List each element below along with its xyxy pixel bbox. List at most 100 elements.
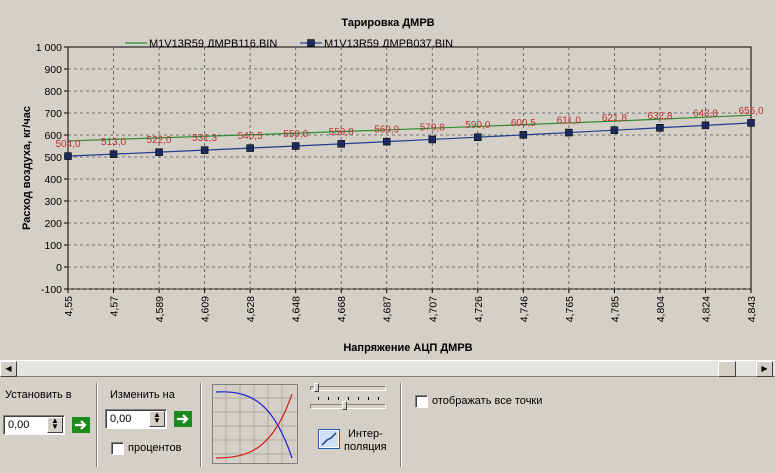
set-to-label: Установить в (5, 389, 72, 401)
set-to-input[interactable] (6, 417, 46, 433)
set-to-spinner[interactable]: ▲▼ (3, 415, 65, 435)
horizontal-scrollbar[interactable]: ◀ ▶ (0, 360, 775, 377)
x-tick-label: 4,726 (473, 296, 485, 322)
chart-title: Тарировка ДМРВ (341, 17, 434, 29)
series-line (67, 122, 752, 157)
interpolation-curve-preview (212, 384, 298, 464)
y-tick-label: 900 (44, 64, 62, 76)
x-tick-label: 4,628 (245, 296, 257, 322)
data-label: 655,0 (738, 106, 763, 117)
data-point (565, 128, 573, 137)
data-label: 540,5 (238, 131, 263, 142)
data-point (291, 142, 300, 150)
data-point (428, 135, 437, 144)
data-point (109, 150, 118, 158)
data-label: 504,0 (55, 139, 80, 150)
x-tick-label: 4,57 (109, 296, 121, 317)
x-tick-label: 4,687 (382, 296, 394, 322)
scroll-left-button[interactable]: ◀ (0, 361, 17, 377)
y-tick-label: 600 (44, 130, 62, 142)
chart-grid (67, 46, 752, 290)
chart-panel: Тарировка ДМРВ M1V13R59 ДМРВ116.BIN M1V13… (21, 17, 764, 354)
x-axis-label: Напряжение АЦП ДМРВ (343, 342, 472, 354)
data-point (701, 121, 710, 130)
data-point (474, 133, 482, 141)
x-tick-label: 4,648 (291, 296, 303, 322)
calibration-chart: Тарировка ДМРВ M1V13R59 ДМРВ116.BIN M1V13… (21, 17, 764, 354)
x-tick-label: 4,609 (200, 296, 212, 322)
data-label: 611,0 (557, 116, 582, 127)
smoothing-slider-1[interactable] (310, 386, 386, 391)
y-tick-label: 300 (44, 196, 62, 208)
data-label: 559,8 (329, 127, 354, 138)
slider-2-thumb[interactable] (342, 401, 347, 410)
x-tick-label: 4,746 (518, 296, 530, 322)
separator (400, 383, 402, 467)
interpolation-label-1: Интер- (348, 428, 383, 440)
data-point (656, 124, 664, 132)
data-point (382, 137, 391, 146)
percent-checkbox[interactable] (111, 442, 124, 455)
interpolation-label-2: поляция (344, 441, 387, 453)
data-label: 531,3 (192, 133, 217, 144)
data-label: 590,0 (465, 120, 490, 131)
data-point (337, 140, 345, 148)
x-tick-label: 4,765 (564, 296, 576, 322)
data-label: 621,8 (602, 113, 627, 124)
data-label: 600,5 (511, 118, 536, 129)
show-all-points-label: отображать все точки (432, 395, 543, 407)
separator (96, 383, 98, 467)
data-label: 579,8 (420, 122, 445, 133)
x-axis-ticks: 4,55 4,57 4,589 4,609 4,628 4,648 4,668 4,687 4,… (63, 289, 758, 322)
series-line (67, 114, 752, 142)
x-tick-label: 4,707 (427, 296, 439, 322)
separator (200, 383, 202, 467)
data-label: 569,9 (374, 125, 399, 136)
data-label: 632,8 (647, 111, 672, 122)
apply-change-arrow-icon[interactable] (174, 411, 192, 427)
data-label: 550,0 (283, 129, 308, 140)
data-point (155, 148, 163, 156)
y-tick-label: 800 (44, 86, 62, 98)
y-tick-label: 500 (44, 152, 62, 164)
y-tick-label: 100 (44, 240, 62, 252)
scroll-right-button[interactable]: ▶ (756, 361, 773, 377)
legend-marker (307, 39, 315, 47)
apply-set-arrow-icon[interactable] (72, 417, 90, 433)
x-tick-label: 4,804 (655, 296, 667, 322)
y-tick-label: 1 000 (36, 42, 62, 54)
y-axis-label: Расход воздуха, кг/час (21, 106, 33, 230)
interpolation-icon[interactable] (318, 429, 340, 449)
plot-area (67, 46, 752, 290)
data-point (747, 119, 755, 127)
controls-panel: Установить в ▲▼ Изменить на ▲▼ процентов (0, 377, 775, 473)
data-point (64, 152, 72, 160)
data-point (200, 146, 209, 154)
x-tick-label: 4,589 (154, 296, 166, 322)
set-to-spin-buttons[interactable]: ▲ ▼ (47, 417, 63, 433)
data-point (610, 126, 619, 134)
scroll-thumb[interactable] (718, 361, 736, 377)
data-label: 513,0 (101, 137, 126, 148)
data-point (246, 144, 254, 152)
smoothing-slider-2[interactable] (310, 404, 386, 409)
change-by-spin-buttons[interactable]: ▲ ▼ (149, 411, 165, 427)
chart-series: 504,0 513,0 522,0 531,3 540,5 550,0 559,8 569,9… (55, 106, 764, 160)
x-tick-label: 4,55 (63, 296, 75, 317)
data-label: 522,0 (147, 135, 172, 146)
show-all-points-checkbox[interactable] (415, 395, 428, 408)
change-by-input[interactable] (108, 411, 148, 427)
data-label: 643,8 (693, 108, 718, 119)
change-by-spinner[interactable]: ▲▼ (105, 409, 167, 429)
data-point (519, 131, 528, 139)
x-tick-label: 4,824 (700, 296, 712, 322)
x-tick-label: 4,668 (336, 296, 348, 322)
slider-1-thumb[interactable] (314, 383, 319, 392)
change-by-label: Изменить на (110, 389, 175, 401)
y-tick-label: 400 (44, 174, 62, 186)
percent-label: процентов (128, 442, 182, 454)
y-tick-label: 200 (44, 218, 62, 230)
x-tick-label: 4,785 (609, 296, 621, 322)
y-tick-label: -100 (41, 284, 62, 296)
